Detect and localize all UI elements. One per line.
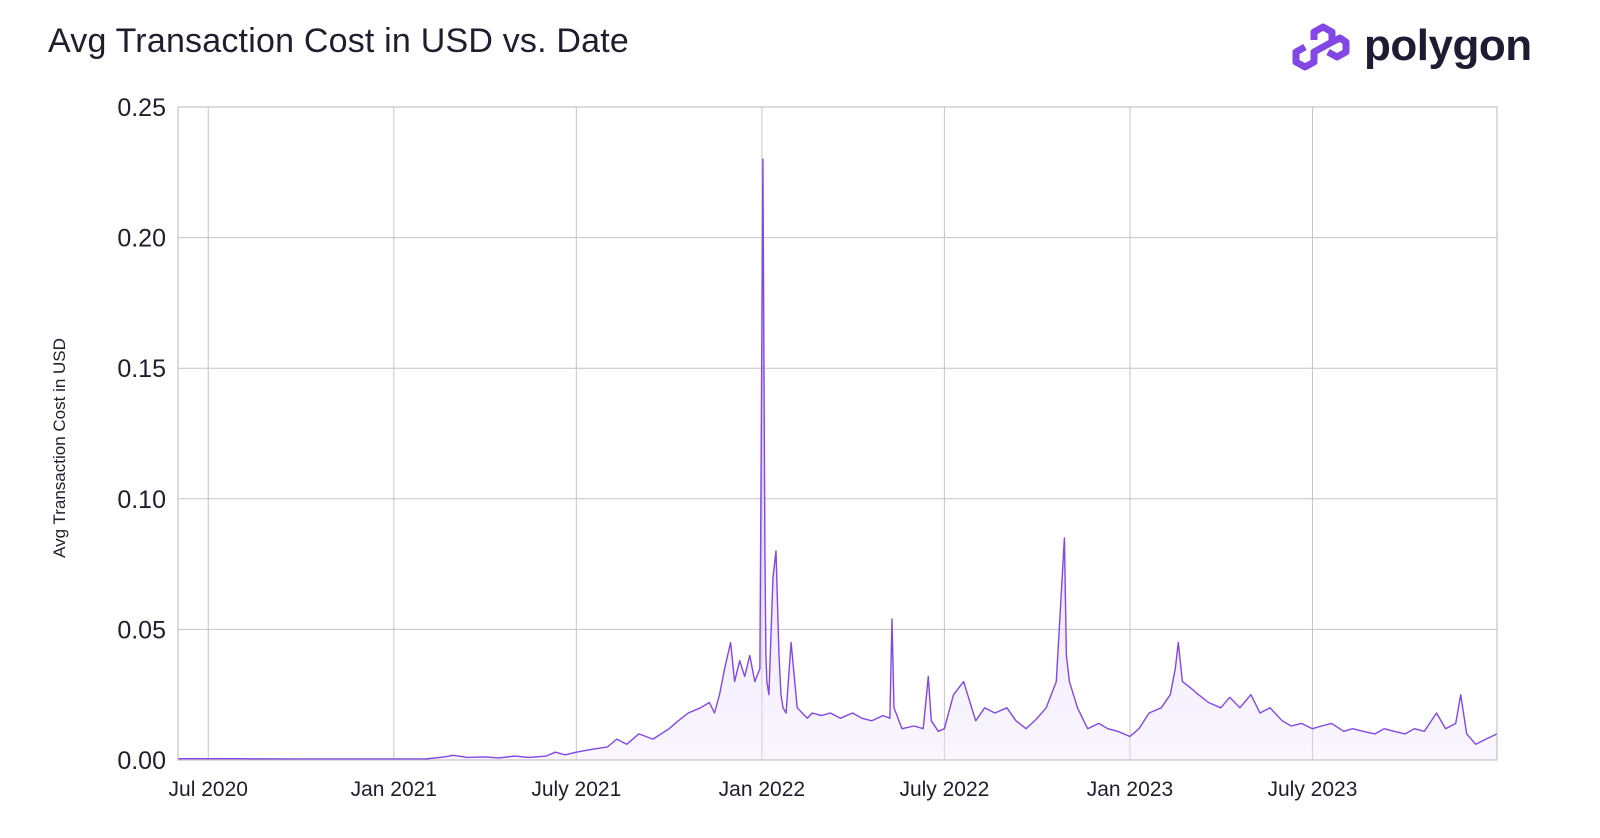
polygon-brand: polygon	[1290, 16, 1532, 76]
y-tick-label: 0.00	[117, 747, 166, 775]
x-tick-label: July 2022	[899, 778, 989, 801]
y-tick-label: 0.25	[117, 94, 166, 122]
y-axis-ticks: 0.00 0.05 0.10 0.15 0.20 0.25	[117, 94, 166, 775]
series-line	[178, 158, 1498, 760]
x-tick-label: Jan 2022	[719, 778, 805, 801]
y-tick-label: 0.10	[117, 486, 166, 514]
grid-lines	[178, 106, 1497, 761]
x-axis-ticks: Jul 2020 Jan 2021 July 2021 Jan 2022 July 20…	[169, 778, 1358, 801]
y-tick-label: 0.15	[117, 355, 166, 383]
y-tick-label: 0.20	[117, 225, 166, 253]
x-tick-label: Jul 2020	[169, 778, 248, 801]
x-tick-label: July 2023	[1268, 778, 1358, 801]
x-tick-label: July 2021	[531, 778, 621, 801]
chart-title: Avg Transaction Cost in USD vs. Date	[48, 22, 630, 60]
series-area-fill	[178, 159, 1497, 760]
polygon-logo-icon	[1292, 23, 1350, 71]
y-tick-label: 0.05	[117, 616, 166, 644]
x-tick-label: Jan 2021	[351, 778, 437, 801]
plot-frame	[177, 106, 1498, 761]
x-tick-label: Jan 2023	[1087, 778, 1173, 801]
brand-name: polygon	[1364, 21, 1532, 70]
